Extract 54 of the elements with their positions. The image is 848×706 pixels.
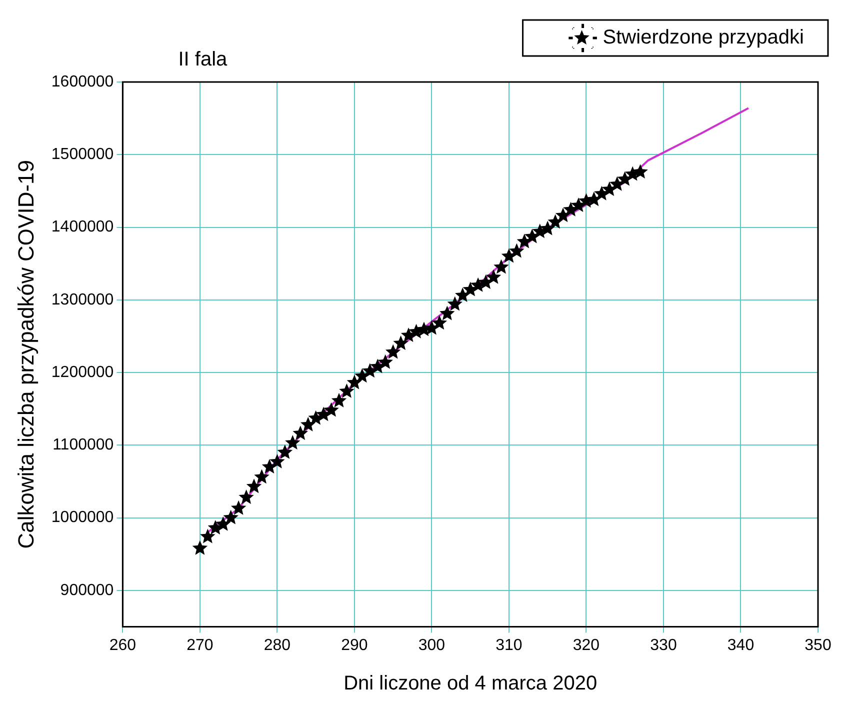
point — [223, 510, 238, 524]
legend-label: Stwierdzone przypadki — [602, 26, 804, 49]
point — [346, 374, 362, 390]
point — [292, 426, 308, 440]
x-tick-label: 270 — [186, 636, 214, 654]
y-tick-label: 1300000 — [51, 291, 114, 308]
x-tick-label: 300 — [418, 636, 446, 654]
point — [300, 416, 316, 432]
point — [200, 528, 216, 544]
point — [632, 164, 648, 179]
point — [238, 490, 254, 504]
y-tick-label: 1200000 — [51, 364, 114, 381]
point — [486, 269, 502, 284]
point — [509, 243, 524, 258]
x-tick-label: 280 — [264, 636, 291, 654]
point — [548, 214, 563, 229]
point — [246, 478, 262, 494]
y-tick-label: 1000000 — [51, 509, 114, 526]
y-tick-label: 1500000 — [51, 146, 114, 164]
point — [555, 208, 571, 222]
point — [230, 500, 246, 515]
point — [339, 383, 354, 398]
y-tick-label: 1600000 — [51, 73, 114, 90]
point — [285, 435, 300, 450]
point — [447, 296, 462, 311]
point — [378, 354, 393, 369]
point — [331, 392, 347, 408]
point — [192, 540, 208, 555]
x-tick-label: 320 — [572, 636, 600, 654]
x-tick-label: 260 — [109, 636, 136, 654]
point — [324, 402, 339, 417]
point — [455, 288, 470, 302]
x-tick-label: 350 — [804, 636, 832, 654]
point — [494, 259, 509, 274]
point — [270, 454, 285, 468]
y-axis-title: Calkowita liczba przypadków COVID-19 — [13, 160, 38, 549]
point — [254, 469, 270, 484]
x-axis-title: Dni liczone od 4 marca 2020 — [344, 672, 598, 695]
chart-title: II fala — [178, 48, 228, 71]
y-tick-label: 1400000 — [51, 218, 114, 236]
point — [216, 516, 231, 531]
point — [385, 344, 401, 359]
x-tick-label: 330 — [650, 636, 677, 654]
x-tick-label: 340 — [727, 636, 754, 654]
x-tick-label: 310 — [496, 636, 522, 654]
point — [586, 192, 602, 206]
point — [440, 306, 455, 320]
x-tick-label: 290 — [341, 636, 368, 654]
y-tick-label: 900000 — [60, 582, 114, 599]
point — [540, 220, 556, 236]
point — [432, 315, 448, 330]
point — [277, 444, 293, 459]
y-tick-label: 1100000 — [52, 436, 114, 454]
point — [393, 336, 408, 350]
